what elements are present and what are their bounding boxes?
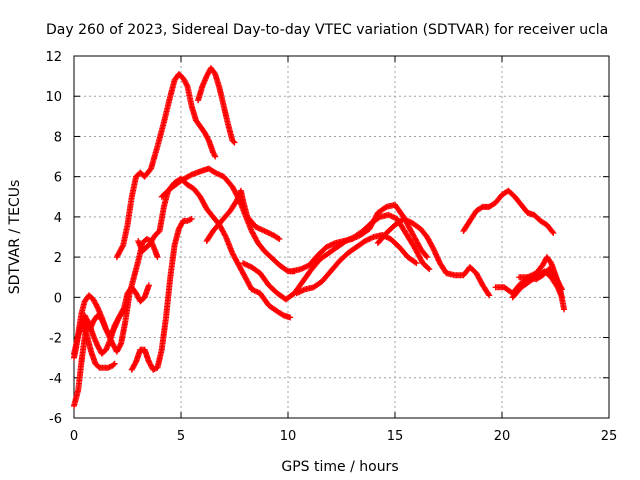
series-arc-5: [128, 215, 195, 373]
x-tick-label: 0: [70, 429, 78, 444]
data-point: [187, 172, 194, 179]
y-tick-labels: -6 -4 -2 0 2 4 6 8 10 12: [45, 50, 62, 427]
data-point: [205, 136, 212, 143]
data-point: [485, 291, 492, 298]
x-tick-label: 10: [280, 429, 297, 444]
x-tick-label: 5: [177, 429, 185, 444]
data-point: [93, 303, 100, 310]
data-point: [183, 81, 190, 88]
y-tick-label: 8: [54, 130, 62, 145]
data-point: [119, 243, 126, 250]
data-point: [117, 341, 124, 348]
data-point: [413, 260, 420, 267]
series-arc-14: [374, 215, 493, 299]
data-point: [412, 259, 419, 266]
data-point: [85, 319, 92, 326]
y-tick-label: -4: [49, 372, 62, 387]
data-point: [132, 360, 139, 367]
series-arc-9: [158, 165, 298, 275]
data-point: [423, 252, 430, 259]
y-tick-label: -2: [49, 332, 62, 347]
y-tick-label: 0: [54, 291, 62, 306]
data-point: [187, 216, 194, 223]
x-tick-label: 15: [387, 429, 404, 444]
series-arc-10: [203, 187, 283, 245]
data-point: [119, 309, 126, 316]
data-point: [230, 138, 237, 145]
data-marks: [71, 65, 568, 409]
data-point: [558, 294, 565, 301]
y-tick-label: 2: [54, 251, 62, 266]
series-arc-7: [195, 65, 238, 146]
series-arc-3: [71, 318, 118, 371]
data-point: [231, 139, 238, 146]
data-point: [188, 215, 195, 222]
series-arc-6: [113, 71, 219, 261]
data-point: [110, 361, 117, 368]
y-tick-label: -6: [49, 412, 62, 427]
data-point: [276, 236, 283, 243]
data-point: [561, 306, 568, 313]
data-point: [425, 265, 432, 272]
data-point: [275, 235, 282, 242]
series-arc-18: [516, 266, 565, 293]
data-point: [111, 360, 118, 367]
plot-frame: [73, 55, 610, 419]
x-tick-label: 25: [601, 429, 618, 444]
data-point: [558, 286, 565, 293]
data-point: [424, 254, 431, 261]
gridlines: [74, 56, 609, 418]
x-axis-label: GPS time / hours: [281, 459, 398, 475]
data-point: [549, 228, 556, 235]
y-axis-label: SDTVAR / TECUs: [7, 180, 23, 295]
y-tick-label: 10: [45, 90, 62, 105]
y-tick-label: 4: [54, 211, 62, 226]
data-point: [558, 284, 565, 291]
y-tick-label: 12: [45, 50, 62, 65]
series-arc-4: [77, 282, 152, 357]
data-point: [211, 152, 218, 159]
series-arc-15: [460, 187, 557, 236]
data-point: [154, 254, 161, 261]
x-tick-label: 20: [494, 429, 511, 444]
data-point: [222, 232, 229, 239]
data-point: [185, 217, 192, 224]
y-tick-label: 6: [54, 171, 62, 186]
data-point: [287, 314, 294, 321]
data-point: [550, 229, 557, 236]
chart-title: Day 260 of 2023, Sidereal Day-to-day VTE…: [46, 22, 608, 38]
data-point: [426, 266, 433, 273]
data-point: [145, 282, 152, 289]
series-arc-12: [293, 231, 420, 297]
data-point: [212, 153, 219, 160]
x-tick-labels: 0 5 10 15 20 25: [70, 429, 617, 444]
data-point: [486, 292, 493, 299]
